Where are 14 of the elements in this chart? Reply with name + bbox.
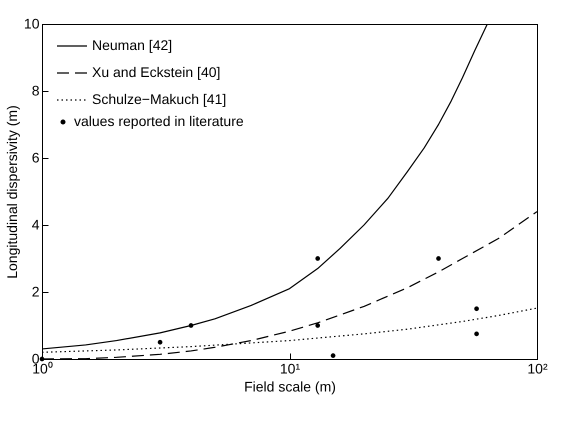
legend-label: Schulze−Makuch [41] [92, 91, 226, 107]
y-tick-label: 6 [32, 150, 40, 166]
y-tick-label: 4 [32, 216, 40, 232]
legend-label: values reported in literature [74, 113, 244, 129]
y-tick-label: 2 [32, 284, 40, 300]
x-tick-label: 10² [527, 360, 548, 376]
x-tick-label: 10⁰ [32, 360, 53, 376]
legend-label: Neuman [42] [92, 37, 172, 53]
y-tick-label: 10 [24, 16, 40, 32]
x-tick-label: 10¹ [280, 360, 300, 376]
x-axis-title: Field scale (m) [244, 378, 336, 394]
y-tick-label: 8 [32, 82, 40, 98]
y-axis-title: Longitudinal dispersivity (m) [4, 105, 20, 279]
legend-label: Xu and Eckstein [40] [92, 64, 220, 80]
